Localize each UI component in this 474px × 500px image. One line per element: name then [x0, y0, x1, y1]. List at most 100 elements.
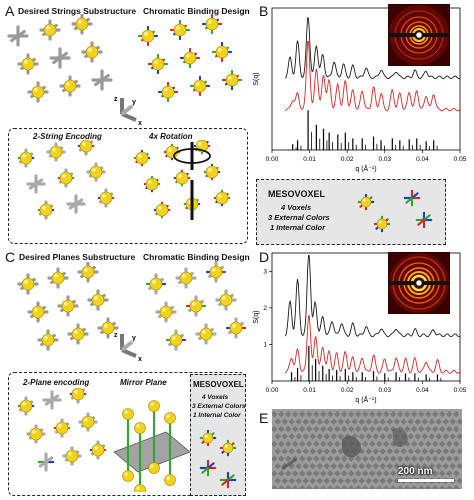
particle-sphere-0	[135, 151, 149, 165]
particle-sphere-2	[79, 140, 93, 153]
x-tick-label: 0.03	[378, 387, 391, 394]
panel-b-mesovoxel-diagram	[356, 188, 434, 234]
x-tick-label: 0.01	[303, 156, 316, 163]
particle-sphere-5	[39, 203, 53, 217]
particle-sphere-6	[169, 333, 183, 347]
particle-sphere-0	[202, 432, 214, 444]
particle-sphere-6	[91, 443, 105, 457]
particle-sphere-7	[71, 327, 85, 341]
particle-sphere-4	[81, 415, 95, 429]
tem-defect	[281, 457, 297, 471]
particle-sphere-2	[81, 265, 95, 279]
particle-sphere-3	[151, 57, 165, 71]
particle-sphere-7	[193, 79, 207, 93]
panel-c-encoding-lattice	[16, 388, 108, 472]
panel-c-planes-lattice	[17, 262, 119, 351]
series-line-0	[284, 16, 461, 80]
panel-a-inset-left-title: 2-String Encoding	[33, 132, 102, 141]
panel-c-title-left: Desired Planes Substructure	[19, 252, 136, 262]
axis-z-label: z	[114, 96, 118, 103]
panel-b-scattering-plot: 0.00 0.01 0.02 0.03 0.04 0.05 q (Å⁻¹) S(q)	[253, 7, 467, 173]
particle-sphere-2	[205, 17, 219, 31]
panel-e-tem-image	[272, 409, 462, 489]
panel-a-inset-right-title: 4x Rotation	[149, 132, 193, 141]
panel-label-d: D	[259, 249, 270, 265]
x-tick-label: 0.02	[341, 387, 354, 394]
particle-sphere-2	[164, 412, 176, 424]
particle-sphere-5	[91, 293, 105, 307]
panel-b-saxs-pattern	[388, 4, 450, 66]
particle-sphere-1	[71, 388, 85, 401]
particle-sphere-8	[225, 73, 239, 87]
particle-sphere-2	[21, 57, 35, 71]
panel-a-title-left: Desired Strings Substructure	[18, 6, 137, 16]
panel-c-mesovoxel-line-2: 3 External Colors	[192, 403, 246, 410]
x-tick-label: 0.00	[266, 156, 279, 163]
particle-sphere-0	[141, 29, 155, 43]
panel-b-mesovoxel-title: MESOVOXEL	[268, 189, 326, 199]
particle-sphere-4	[183, 51, 197, 65]
particle-sphere-5	[215, 45, 229, 59]
tem-defect	[342, 435, 362, 458]
particle-sphere-3	[55, 421, 69, 435]
x-tick-label: 0.05	[454, 387, 467, 394]
axis-y-label: y	[132, 99, 136, 106]
axis-x-label: x	[138, 120, 142, 127]
panel-e-scalebar-label: 200 nm	[398, 466, 433, 477]
particle-sphere-2	[209, 265, 223, 279]
particle-sphere-8	[215, 191, 229, 205]
series-line-0	[284, 255, 461, 338]
panel-c-inset-left-title: 2-Plane encoding	[23, 378, 90, 387]
particle-sphere-1	[75, 17, 89, 31]
particle-sphere-5	[219, 293, 233, 307]
particle-sphere-5	[148, 462, 160, 474]
y-tick-label: 1	[263, 341, 267, 348]
y-tick-label: 2	[263, 305, 267, 312]
panel-c-mesovoxel-diagram	[198, 428, 238, 490]
beamstop	[414, 30, 424, 40]
panel-b-mesovoxel-line-2: 3 External Colors	[268, 213, 330, 222]
particle-sphere-3	[134, 422, 146, 434]
panel-c-mesovoxel-line-1: 4 Voxels	[202, 394, 229, 401]
x-tick-label: 0.04	[416, 156, 429, 163]
particle-sphere-6	[99, 191, 113, 205]
panel-b-mesovoxel-box	[256, 179, 446, 245]
particle-sphere-0	[43, 23, 57, 37]
panel-a-rotation-lattice	[132, 140, 232, 220]
series-line-1	[284, 40, 461, 112]
tem-defect	[392, 428, 408, 447]
panel-d-saxs-pattern	[388, 252, 450, 314]
panel-label-b: B	[259, 3, 269, 19]
particle-sphere-1	[49, 145, 63, 159]
particle-sphere-4	[189, 299, 203, 313]
panel-a-chromatic-lattice	[137, 14, 243, 103]
particle-sphere-1	[51, 271, 65, 285]
panel-a-axes: z y x	[114, 96, 142, 127]
x-tick-label: 0.02	[341, 156, 354, 163]
particle-sphere-4	[61, 299, 75, 313]
particle-sphere-7	[134, 484, 146, 492]
x-axis-label: q (Å⁻¹)	[355, 395, 376, 404]
beamstop	[414, 278, 424, 288]
particle-sphere-5	[63, 79, 77, 93]
x-tick-label: 0.00	[266, 387, 279, 394]
particle-sphere-0	[122, 408, 134, 420]
panel-c-mirror-plane	[113, 400, 191, 492]
rotation-axis-icon	[173, 142, 211, 220]
particle-sphere-7	[199, 327, 213, 341]
particle-sphere-1	[173, 23, 187, 37]
particle-sphere-0	[19, 399, 33, 413]
panel-c-inset-right-title: Mirror Plane	[120, 378, 167, 387]
particle-sphere-0	[19, 151, 33, 165]
axis-z-label: z	[114, 332, 118, 339]
x-axis-label: q (Å⁻¹)	[355, 164, 376, 173]
panel-a-title-right: Chromatic Binding Design	[143, 6, 250, 16]
particle-sphere-6	[155, 203, 169, 217]
panel-e-scalebar	[398, 479, 454, 482]
panel-c-mesovoxel-line-3: 1 Internal Color	[193, 412, 241, 419]
particle-sphere-8	[229, 321, 243, 335]
panel-d-scattering-plot: 0.00 0.01 0.02 0.03 0.04 0.05 1 2 3 q (Å⁻¹) S(q)	[253, 252, 467, 404]
particle-sphere-3	[85, 45, 99, 59]
x-tick-label: 0.05	[454, 156, 467, 163]
series-line-1	[284, 314, 461, 374]
